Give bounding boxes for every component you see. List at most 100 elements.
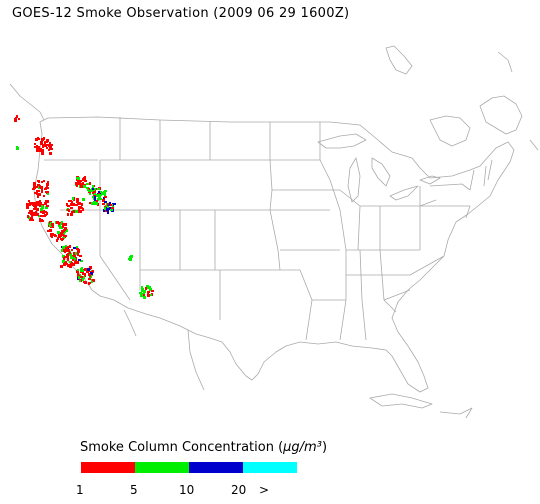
smoke-pixel <box>83 185 86 188</box>
smoke-pixel <box>41 205 43 208</box>
smoke-pixel <box>91 202 93 205</box>
smoke-pixel <box>44 214 47 216</box>
legend-tick-20: 20 <box>231 483 247 497</box>
smoke-pixel <box>78 208 80 210</box>
smoke-pixel <box>95 200 98 202</box>
smoke-pixel <box>27 215 29 218</box>
smoke-pixel <box>18 118 20 120</box>
smoke-pixel <box>150 294 152 296</box>
smoke-pixel <box>38 215 41 217</box>
smoke-pixel <box>139 292 142 294</box>
smoke-pixel <box>40 149 43 151</box>
smoke-pixel <box>47 181 49 183</box>
smoke-pixel <box>61 234 64 236</box>
smoke-pixel <box>77 273 79 275</box>
legend-tick-5: 5 <box>130 483 138 497</box>
legend-title-suffix: ) <box>321 440 328 455</box>
smoke-pixel <box>104 207 106 210</box>
smoke-pixel <box>64 227 67 230</box>
smoke-pixel <box>49 229 52 232</box>
smoke-pixel <box>42 144 45 147</box>
smoke-pixel <box>84 268 87 271</box>
smoke-pixel <box>69 261 71 263</box>
smoke-pixel <box>67 259 69 261</box>
smoke-pixel <box>84 281 86 283</box>
smoke-pixel <box>75 210 78 213</box>
smoke-pixel <box>68 209 70 212</box>
smoke-pixel <box>40 211 42 213</box>
smoke-pixel <box>41 189 43 192</box>
smoke-pixel <box>40 208 43 211</box>
smoke-pixel <box>30 217 33 220</box>
smoke-pixel <box>80 183 83 186</box>
smoke-pixel <box>16 115 18 118</box>
legend-tick-1: 1 <box>76 483 84 497</box>
smoke-pixel <box>40 202 42 205</box>
smoke-pixel <box>141 286 143 288</box>
smoke-pixel <box>147 292 149 294</box>
smoke-pixel <box>102 192 104 195</box>
map-title: GOES-12 Smoke Observation (2009 06 29 16… <box>12 6 350 21</box>
smoke-pixel <box>64 256 67 258</box>
smoke-pixel <box>49 152 52 155</box>
smoke-pixel <box>62 246 65 248</box>
smoke-pixel <box>63 249 65 252</box>
smoke-pixel <box>15 117 17 119</box>
smoke-pixel <box>92 185 94 188</box>
smoke-pixel <box>15 120 17 122</box>
smoke-pixel <box>34 202 37 204</box>
smoke-pixel <box>37 195 39 198</box>
smoke-pixel <box>28 212 31 214</box>
smoke-pixel <box>65 250 68 252</box>
smoke-pixel <box>36 204 39 206</box>
smoke-pixel <box>91 281 93 283</box>
smoke-pixel <box>36 192 38 195</box>
smoke-pixel <box>79 210 82 213</box>
smoke-pixel <box>44 144 47 147</box>
smoke-pixel <box>109 207 111 210</box>
legend-tick-overflow: > <box>259 483 270 497</box>
great-lakes <box>317 133 441 203</box>
smoke-pixel <box>64 235 67 237</box>
smoke-pixel <box>34 212 36 214</box>
smoke-pixel <box>39 219 42 222</box>
smoke-pixel <box>65 245 67 248</box>
smoke-pixel <box>73 247 76 249</box>
smoke-pixel <box>71 249 73 251</box>
smoke-pixel <box>87 268 90 271</box>
smoke-pixel <box>141 288 144 290</box>
legend-tick-10: 10 <box>179 483 195 497</box>
smoke-pixel <box>47 193 49 195</box>
smoke-pixel <box>37 137 39 139</box>
smoke-pixel <box>80 260 83 262</box>
smoke-pixel <box>42 152 44 155</box>
legend-swatch-1 <box>81 462 135 473</box>
smoke-pixel <box>76 182 79 185</box>
smoke-pixel <box>38 150 40 152</box>
smoke-pixel <box>45 187 48 189</box>
smoke-pixel <box>51 223 54 226</box>
smoke-pixel <box>143 290 146 293</box>
smoke-pixel <box>41 191 43 193</box>
smoke-pixel <box>96 194 99 197</box>
smoke-pixel <box>31 214 33 217</box>
smoke-pixel <box>62 226 64 228</box>
smoke-pixel <box>33 208 36 210</box>
smoke-pixel <box>33 182 36 185</box>
smoke-pixel <box>84 273 86 275</box>
smoke-pixel <box>62 223 64 226</box>
smoke-pixel <box>66 254 68 256</box>
smoke-pixel <box>37 184 40 186</box>
smoke-pixel <box>76 252 79 255</box>
legend-color-bar <box>81 462 297 473</box>
smoke-pixel <box>63 229 66 231</box>
smoke-pixel <box>71 211 73 214</box>
smoke-pixel <box>70 203 73 206</box>
smoke-pixel <box>90 272 93 275</box>
us-smoke-map <box>9 45 539 419</box>
smoke-pixel <box>76 185 78 187</box>
smoke-pixel <box>60 265 63 268</box>
smoke-pixel <box>70 213 73 216</box>
smoke-pixel <box>50 144 53 146</box>
smoke-pixel <box>51 235 53 238</box>
